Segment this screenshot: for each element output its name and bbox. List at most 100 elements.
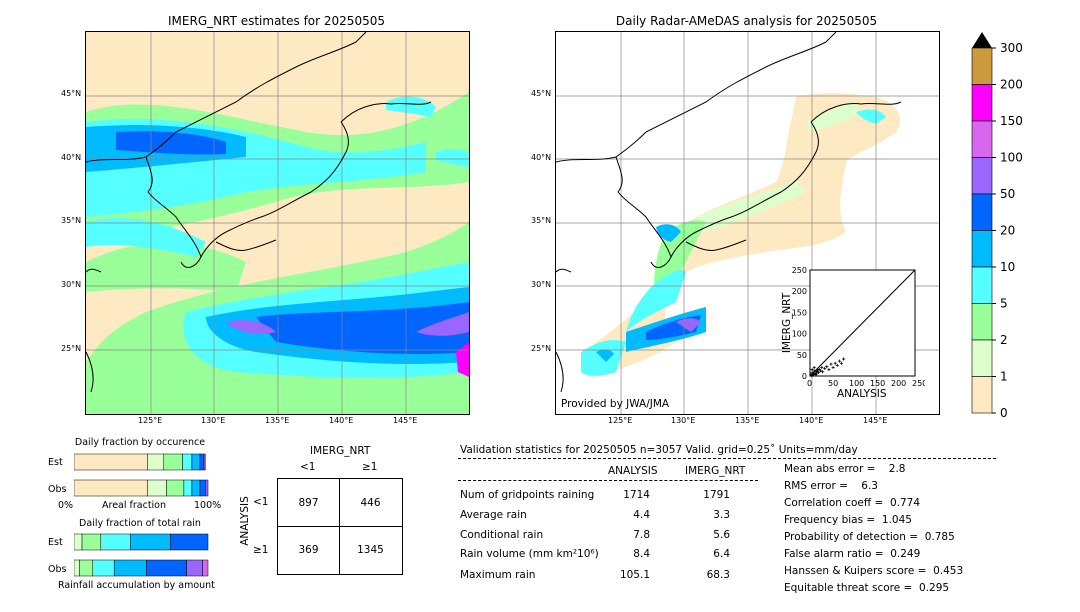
scatter-point bbox=[820, 366, 824, 370]
stacked-bar-segment bbox=[100, 533, 131, 551]
validation-row-label: Average rain bbox=[460, 509, 527, 521]
stacked-bar-segment bbox=[199, 479, 206, 497]
left-lon-label: 140°E bbox=[329, 416, 354, 425]
left-map bbox=[85, 31, 470, 415]
validation-row-analysis: 105.1 bbox=[619, 569, 650, 581]
scatter-point bbox=[812, 366, 816, 370]
scatter-xtick-label: 150 bbox=[870, 379, 885, 388]
scatter-point bbox=[821, 370, 825, 374]
validation-row-label: Num of gridpoints raining bbox=[460, 489, 595, 501]
score-line: Frequency bias = 1.045 bbox=[784, 514, 912, 526]
left-lat-label: 25°N bbox=[61, 344, 82, 353]
validation-row-analysis: 7.8 bbox=[633, 529, 650, 541]
scatter-point bbox=[831, 366, 835, 370]
colorbar-tick-label: 20 bbox=[1000, 224, 1015, 238]
scatter-ytick-label: 150 bbox=[792, 308, 807, 317]
scatter-point bbox=[815, 369, 819, 373]
contingency-cell: 446 bbox=[360, 497, 381, 509]
scatter-ylabel: IMERG_NRT bbox=[781, 292, 794, 354]
colorbar-tick-label: 2 bbox=[1000, 333, 1008, 347]
occurrence-chart bbox=[74, 453, 209, 497]
validation-row-label: Conditional rain bbox=[460, 529, 544, 541]
scatter-ytick-label: 200 bbox=[792, 287, 807, 296]
stacked-bar-segment bbox=[170, 533, 209, 551]
colorbar-tick-label: 10 bbox=[1000, 260, 1015, 274]
colorbar-tick-label: 50 bbox=[1000, 187, 1015, 201]
scatter-point bbox=[812, 371, 816, 375]
right-lon-label: 140°E bbox=[799, 416, 824, 425]
scatter-point bbox=[840, 361, 843, 365]
left-lon-label: 145°E bbox=[393, 416, 418, 425]
scatter-point bbox=[817, 367, 821, 371]
validation-row-imerg: 6.4 bbox=[713, 548, 730, 560]
score-line: Correlation coeff = 0.774 bbox=[784, 497, 920, 509]
left-lat-label: 40°N bbox=[61, 153, 82, 162]
right-lat-label: 25°N bbox=[531, 344, 552, 353]
stacked-bar-segment bbox=[74, 533, 83, 551]
left-lat-label: 30°N bbox=[61, 280, 82, 289]
scatter-xlabel: ANALYSIS bbox=[837, 388, 887, 400]
total-rain-row-label: Est bbox=[48, 537, 63, 548]
colorbar: 300 200 150 100 50 20 10 5 2 1 0 bbox=[960, 28, 1040, 420]
validation-row-analysis: 4.4 bbox=[633, 509, 650, 521]
stacked-bar-segment bbox=[203, 453, 206, 471]
total-rain-title: Daily fraction of total rain bbox=[79, 518, 201, 529]
scatter-ytick-label: 50 bbox=[797, 351, 807, 360]
colorbar-block bbox=[971, 84, 993, 122]
score-line: Hanssen & Kuipers score = 0.453 bbox=[784, 565, 964, 577]
score-line: False alarm ratio = 0.249 bbox=[784, 548, 921, 560]
occurrence-axis-mid: Areal fraction bbox=[102, 500, 167, 511]
scatter-point bbox=[823, 366, 827, 370]
contingency-row-label: <1 bbox=[253, 496, 269, 508]
contingency-row-title: ANALYSIS bbox=[238, 496, 251, 546]
colorbar-tick-label: 150 bbox=[1000, 114, 1023, 128]
validation-row-imerg: 5.6 bbox=[713, 529, 730, 541]
colorbar-tick-label: 1 bbox=[1000, 370, 1008, 384]
stacked-bar-segment bbox=[147, 479, 167, 497]
scatter-xtick-label: 250 bbox=[912, 379, 925, 388]
contingency-col-title: IMERG_NRT bbox=[310, 445, 371, 457]
stacked-bar-segment bbox=[183, 479, 193, 497]
scatter-point bbox=[829, 362, 833, 366]
scatter-point bbox=[842, 357, 846, 361]
stacked-bar-segment bbox=[81, 533, 102, 551]
left-lon-label: 130°E bbox=[201, 416, 226, 425]
scatter-point bbox=[819, 369, 822, 373]
validation-subdivider bbox=[458, 480, 758, 481]
validation-divider bbox=[458, 458, 996, 459]
occurrence-axis-left: 0% bbox=[58, 500, 74, 511]
scatter-point bbox=[827, 368, 831, 372]
stacked-bar-segment bbox=[79, 559, 94, 577]
validation-row-analysis: 8.4 bbox=[633, 548, 650, 560]
score-line: Mean abs error = 2.8 bbox=[784, 463, 906, 475]
stacked-bar-segment bbox=[130, 533, 171, 551]
validation-col-analysis: ANALYSIS bbox=[608, 465, 658, 477]
scatter-point bbox=[814, 373, 818, 377]
stacked-bar-segment bbox=[113, 559, 147, 577]
contingency-col-label: ≥1 bbox=[362, 461, 378, 473]
right-lat-label: 40°N bbox=[531, 153, 552, 162]
right-lon-label: 145°E bbox=[863, 416, 888, 425]
validation-row-label: Maximum rain bbox=[460, 569, 536, 581]
contingency-col-label: <1 bbox=[300, 461, 316, 473]
left-lon-label: 125°E bbox=[138, 416, 163, 425]
stacked-bar-segment bbox=[74, 559, 80, 577]
inset-scatter: 0 50 100 150 200 250 0 50 100 150 200 250 ANALYSIS… bbox=[775, 262, 927, 402]
contingency-cell: 369 bbox=[298, 544, 319, 556]
right-lat-label: 35°N bbox=[531, 216, 552, 225]
occurrence-row-label: Obs bbox=[48, 484, 67, 495]
colorbar-block bbox=[971, 120, 993, 158]
left-lat-label: 35°N bbox=[61, 216, 82, 225]
left-lon-label: 135°E bbox=[265, 416, 290, 425]
scatter-point bbox=[825, 365, 829, 369]
left-map-svg bbox=[86, 32, 469, 414]
stacked-bar-segment bbox=[199, 453, 205, 471]
contingency-cell: 1345 bbox=[357, 544, 384, 556]
occurrence-title: Daily fraction by occurence bbox=[74, 437, 206, 448]
colorbar-tick-label: 200 bbox=[1000, 78, 1023, 92]
scatter-ytick-label: 0 bbox=[802, 372, 807, 381]
map-credit: Provided by JWA/JMA bbox=[561, 398, 670, 410]
scatter-point bbox=[810, 368, 814, 372]
validation-col-imerg: IMERG_NRT bbox=[685, 465, 746, 477]
